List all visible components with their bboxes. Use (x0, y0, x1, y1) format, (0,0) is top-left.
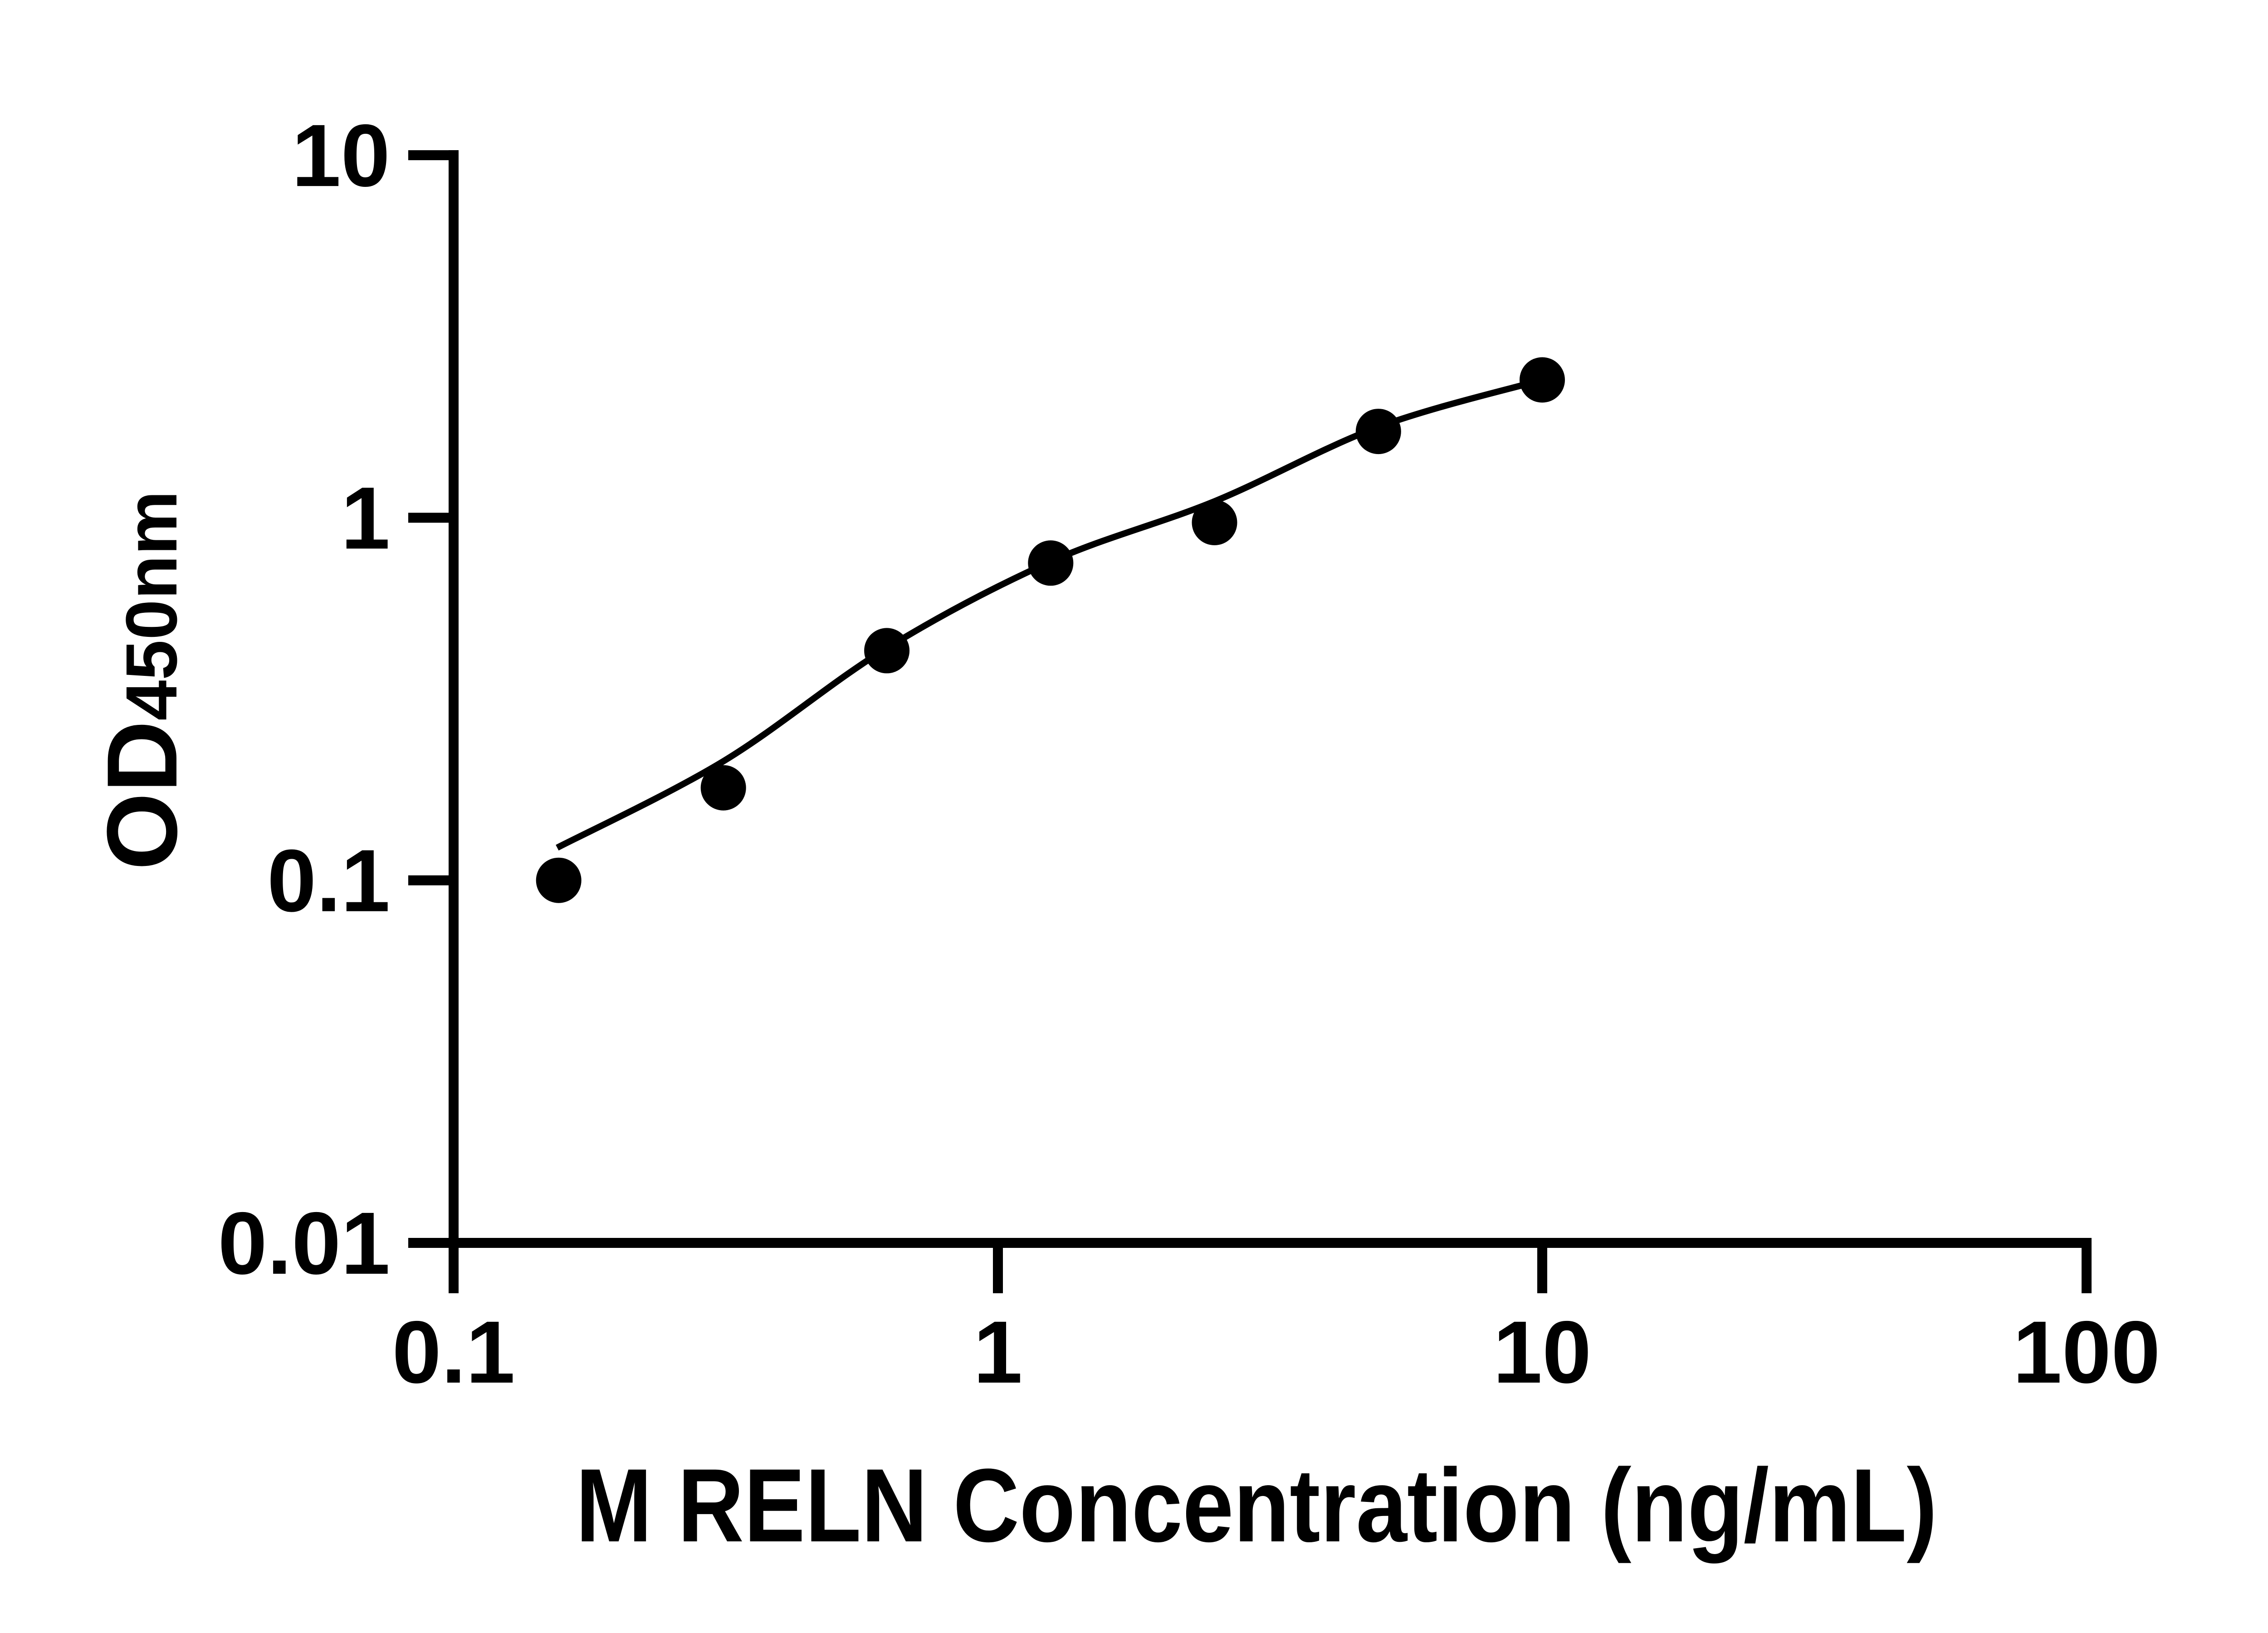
data-point-marker (1355, 409, 1401, 455)
data-point-marker (1520, 357, 1565, 403)
y-tick-label: 0.1 (267, 831, 390, 930)
y-tick-label: 0.01 (218, 1194, 390, 1293)
data-points (536, 357, 1565, 903)
axes (449, 150, 2092, 1248)
y-tick-label: 10 (292, 106, 390, 205)
x-tick-label: 10 (1493, 1303, 1592, 1402)
x-tick-label: 100 (2013, 1303, 2160, 1402)
data-point-marker (700, 765, 746, 811)
y-axis-title: OD450nm (86, 491, 198, 870)
y-tick-label: 1 (341, 469, 390, 567)
x-tick-label: 1 (973, 1303, 1022, 1402)
y-axis-title-subscript: 450nm (111, 491, 192, 721)
y-axis-title-base: OD (86, 720, 198, 870)
data-point-marker (536, 857, 582, 903)
tick-marks (408, 150, 2092, 1293)
x-tick-label: 0.1 (392, 1303, 515, 1402)
x-axis-title: M RELN Concentration (ng/mL) (576, 1447, 1937, 1564)
data-point-marker (864, 628, 910, 674)
data-point-marker (1192, 500, 1237, 545)
data-point-marker (1028, 540, 1074, 586)
